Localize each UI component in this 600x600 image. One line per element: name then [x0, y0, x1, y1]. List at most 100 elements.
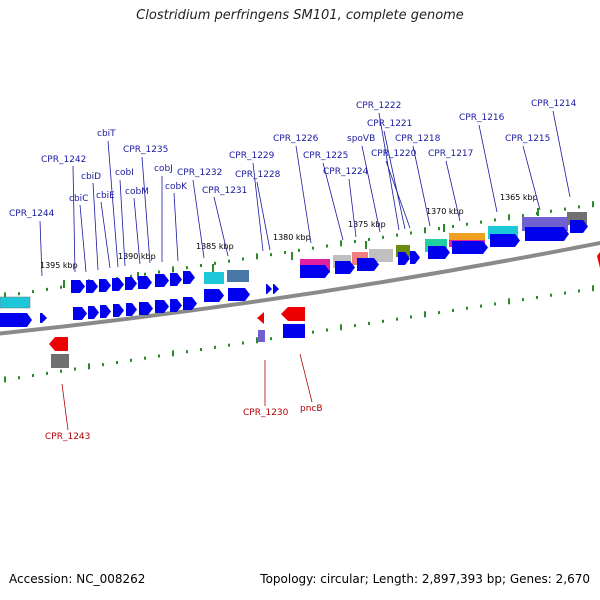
minor-tick — [522, 214, 524, 218]
gene-label[interactable]: cbiD — [81, 172, 101, 182]
gene-label[interactable]: cobJ — [154, 164, 173, 174]
feature-box — [449, 233, 485, 240]
gene-label[interactable]: CPR_1244 — [9, 209, 55, 219]
gene-label[interactable]: CPR_1226 — [273, 134, 319, 144]
minor-tick — [186, 350, 188, 354]
gene-label[interactable]: CPR_1231 — [202, 186, 247, 196]
gene-label[interactable]: cbiC — [69, 194, 88, 204]
gene-label[interactable]: CPR_1229 — [229, 151, 275, 161]
minor-tick — [144, 356, 146, 360]
topology-label: Topology: — [260, 572, 317, 586]
feature-box — [227, 270, 249, 282]
gene-label[interactable]: cobM — [125, 187, 149, 197]
leader-line — [119, 179, 126, 267]
gene-label[interactable]: cbiE — [96, 191, 115, 201]
leader-line — [445, 160, 461, 222]
minor-tick — [32, 290, 34, 294]
gene-label[interactable]: cobK — [165, 182, 188, 192]
leader-line — [213, 196, 229, 257]
feature-box — [204, 272, 224, 284]
gene-label[interactable]: CPR_1221 — [367, 119, 412, 129]
minor-tick — [172, 350, 174, 357]
gene-label[interactable]: spoVB — [347, 134, 375, 144]
gene-label[interactable]: CPR_1242 — [41, 155, 86, 165]
reverse-cds — [281, 307, 305, 321]
forward-cds — [112, 278, 124, 291]
minor-tick — [410, 231, 412, 235]
forward-cds — [490, 234, 520, 247]
minor-tick — [32, 374, 34, 378]
reverse-feature-row — [49, 252, 600, 368]
leader-line — [252, 162, 264, 252]
minor-tick — [466, 306, 468, 310]
minor-tick — [228, 343, 230, 347]
forward-cds — [125, 277, 137, 290]
minor-tick — [480, 304, 482, 308]
genome-stats: Topology: circular; Length: 2,897,393 bp… — [260, 572, 590, 586]
topology-value: circular — [320, 572, 365, 586]
gene-label[interactable]: CPR_1215 — [505, 134, 550, 144]
accession-label: Accession: — [9, 572, 73, 586]
minor-tick — [228, 259, 230, 263]
gene-label[interactable]: CPR_1216 — [459, 113, 505, 123]
gene-label-reverse[interactable]: CPR_1243 — [45, 432, 90, 442]
minor-tick — [536, 295, 538, 299]
gene-label[interactable]: CPR_1222 — [356, 101, 401, 111]
length-value: 2,897,393 bp — [421, 572, 502, 586]
leader-line — [39, 220, 43, 277]
minor-tick — [466, 222, 468, 226]
gene-label[interactable]: CPR_1217 — [428, 149, 473, 159]
genes-value: 2,670 — [555, 572, 590, 586]
leader-line — [133, 197, 141, 265]
forward-cds — [40, 313, 47, 323]
minor-tick — [214, 345, 216, 349]
gene-label[interactable]: CPR_1224 — [323, 167, 369, 177]
svg-text:1370 kbp: 1370 kbp — [426, 207, 464, 216]
forward-cds — [183, 271, 195, 284]
minor-tick — [494, 302, 496, 306]
kbp-tick-1370: 1370 kbp — [426, 207, 464, 232]
gene-label[interactable]: CPR_1218 — [395, 134, 441, 144]
leader-line — [322, 162, 344, 241]
minor-tick — [242, 341, 244, 345]
gene-label-reverse[interactable]: CPR_1230 — [243, 408, 289, 418]
reverse-cds — [597, 252, 600, 268]
minor-tick — [60, 285, 62, 289]
minor-tick — [536, 211, 538, 215]
forward-cds — [126, 303, 137, 316]
gene-label[interactable]: CPR_1228 — [235, 170, 281, 180]
leader-line — [141, 156, 151, 264]
minor-tick — [368, 237, 370, 241]
minor-tick — [102, 363, 104, 367]
leader-line — [173, 192, 179, 262]
gene-label[interactable]: CPR_1235 — [123, 145, 168, 155]
forward-cds — [398, 252, 410, 265]
gene-label[interactable]: cbiT — [97, 129, 116, 139]
minor-tick — [256, 337, 258, 344]
leader-line — [79, 204, 87, 273]
minor-tick — [18, 376, 20, 380]
gene-label-reverse[interactable]: pncB — [300, 404, 323, 414]
gene-label[interactable]: CPR_1214 — [531, 99, 577, 109]
forward-cds — [86, 280, 98, 293]
gene-label[interactable]: CPR_1225 — [303, 151, 348, 161]
minor-tick — [172, 266, 174, 273]
leader-line — [412, 145, 431, 227]
kbp-tick-1395: 1395 kbp — [40, 261, 78, 288]
forward-cds — [139, 302, 153, 315]
minor-tick — [116, 361, 118, 365]
forward-cds — [183, 297, 197, 310]
svg-text:1380 kbp: 1380 kbp — [273, 233, 311, 242]
minor-tick — [298, 248, 300, 252]
minor-tick — [312, 330, 314, 334]
gene-label[interactable]: CPR_1220 — [371, 149, 417, 159]
minor-tick — [340, 324, 342, 331]
leader-line — [385, 160, 411, 229]
genes-label: Genes: — [509, 572, 552, 586]
gene-label[interactable]: cobI — [115, 168, 134, 178]
gene-label[interactable]: CPR_1232 — [177, 168, 222, 178]
feature-box — [258, 330, 265, 342]
leader-line-reverse — [61, 383, 69, 431]
forward-cds — [73, 307, 87, 320]
minor-tick — [144, 272, 146, 276]
